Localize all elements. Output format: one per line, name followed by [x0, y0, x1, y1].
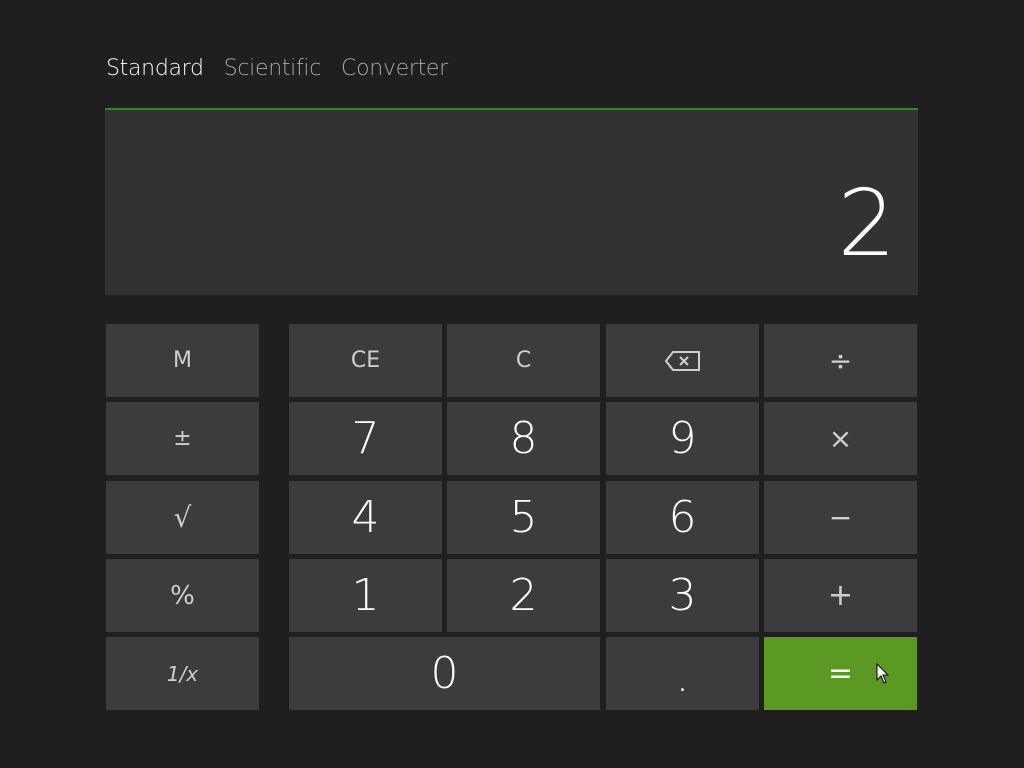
digit-4-button[interactable]: 4 — [289, 481, 442, 554]
digit-9-button[interactable]: 9 — [606, 402, 759, 475]
negate-button[interactable]: ± — [106, 402, 259, 475]
digit-8-button[interactable]: 8 — [447, 402, 600, 475]
digit-1-button[interactable]: 1 — [289, 559, 442, 632]
clear-entry-button[interactable]: CE — [289, 324, 442, 397]
digit-7-button[interactable]: 7 — [289, 402, 442, 475]
mouse-cursor-icon — [876, 663, 890, 684]
clear-button[interactable]: C — [447, 324, 600, 397]
backspace-icon — [664, 350, 700, 371]
memory-button[interactable]: M — [106, 324, 259, 397]
add-button[interactable]: + — [764, 559, 917, 632]
tab-converter[interactable]: Converter — [341, 56, 448, 81]
digit-2-button[interactable]: 2 — [447, 559, 600, 632]
result-display: 2 — [105, 108, 918, 295]
digit-5-button[interactable]: 5 — [447, 481, 600, 554]
digit-0-button[interactable]: 0 — [289, 637, 600, 710]
display-value: 2 — [837, 170, 896, 277]
decimal-button[interactable]: . — [606, 637, 759, 710]
sqrt-button[interactable]: √ — [106, 481, 259, 554]
digit-6-button[interactable]: 6 — [606, 481, 759, 554]
subtract-button[interactable]: − — [764, 481, 917, 554]
reciprocal-button[interactable]: 1/x — [106, 637, 259, 710]
tab-scientific[interactable]: Scientific — [223, 56, 322, 81]
percent-button[interactable]: % — [106, 559, 259, 632]
multiply-button[interactable]: × — [764, 402, 917, 475]
equals-button[interactable]: = — [764, 637, 917, 710]
backspace-button[interactable] — [606, 324, 759, 397]
tab-standard[interactable]: Standard — [106, 56, 204, 81]
mode-tabs: Standard Scientific Converter — [106, 56, 448, 81]
divide-button[interactable]: ÷ — [764, 324, 917, 397]
digit-3-button[interactable]: 3 — [606, 559, 759, 632]
